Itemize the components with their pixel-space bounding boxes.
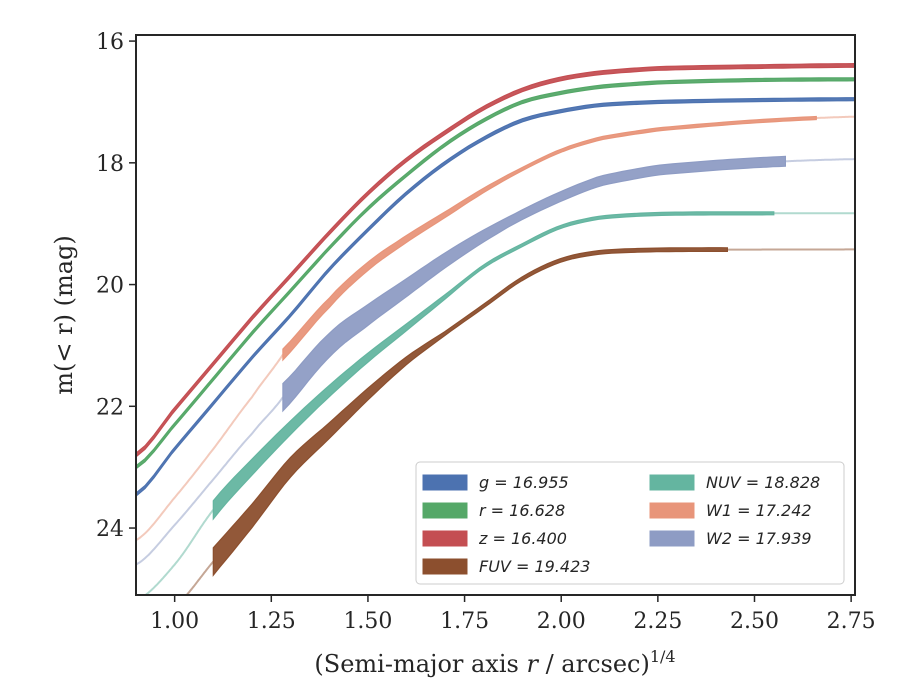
x-tick-label: 1.00 bbox=[150, 609, 199, 634]
x-tick-label: 2.50 bbox=[730, 609, 779, 634]
series-band-5 bbox=[282, 115, 817, 362]
series-faint-line-6 bbox=[136, 396, 284, 566]
legend-label: g = 16.955 bbox=[479, 473, 569, 492]
x-tick-label: 1.75 bbox=[440, 609, 489, 634]
series-band-4 bbox=[212, 211, 775, 521]
series-band-0 bbox=[136, 97, 855, 497]
series-band-2 bbox=[136, 62, 855, 458]
legend-swatch bbox=[422, 530, 468, 547]
x-tick-label: 2.00 bbox=[537, 609, 586, 634]
series-band-3 bbox=[212, 247, 728, 577]
y-axis-label: m(< r) (mag) bbox=[50, 235, 78, 394]
series-faint-tail-5 bbox=[816, 115, 855, 119]
series-0 bbox=[136, 97, 855, 497]
legend-label: r = 16.628 bbox=[479, 501, 565, 520]
series-faint-tail-6 bbox=[785, 158, 855, 163]
x-axis-ticks: 1.00 1.25 1.50 1.75 2.00 2.25 2.50 2.75 bbox=[150, 595, 876, 634]
legend: g = 16.955 r = 16.628 z = 16.400 FUV = 19.4… bbox=[415, 461, 845, 585]
series-faint-line-5 bbox=[136, 354, 284, 542]
legend-swatch bbox=[422, 474, 468, 491]
series-3 bbox=[185, 247, 855, 595]
y-tick-label: 16 bbox=[96, 30, 124, 55]
series-2 bbox=[136, 62, 855, 458]
y-tick-label: 18 bbox=[96, 152, 124, 177]
legend-swatch bbox=[649, 502, 695, 519]
series-5 bbox=[136, 115, 855, 542]
legend-swatch bbox=[649, 474, 695, 491]
x-tick-label: 2.25 bbox=[633, 609, 682, 634]
x-tick-label: 1.25 bbox=[247, 609, 296, 634]
series-band-1 bbox=[136, 77, 855, 470]
x-tick-label: 2.75 bbox=[827, 609, 876, 634]
legend-label: W2 = 17.939 bbox=[706, 529, 812, 548]
x-tick-label: 1.50 bbox=[343, 609, 392, 634]
y-tick-label: 20 bbox=[96, 274, 124, 299]
x-axis-label: (Semi-major axis r / arcsec)1/4 bbox=[314, 647, 675, 678]
legend-label: NUV = 18.828 bbox=[706, 473, 820, 492]
series-1 bbox=[136, 77, 855, 470]
y-axis-ticks: 16 18 20 22 24 bbox=[96, 30, 136, 542]
series-bands bbox=[136, 62, 855, 595]
y-tick-label: 24 bbox=[96, 517, 124, 542]
plot-frame bbox=[135, 34, 856, 596]
legend-swatch bbox=[422, 558, 468, 575]
series-band-6 bbox=[282, 155, 786, 413]
legend-box bbox=[415, 461, 845, 585]
legend-swatch bbox=[649, 530, 695, 547]
series-6 bbox=[136, 155, 855, 566]
legend-swatch bbox=[422, 502, 468, 519]
legend-label: z = 16.400 bbox=[478, 529, 567, 548]
y-tick-label: 22 bbox=[96, 395, 124, 420]
series-faint-line-3 bbox=[185, 560, 215, 595]
series-4 bbox=[143, 211, 855, 595]
legend-label: W1 = 17.242 bbox=[706, 501, 812, 520]
series-faint-line-4 bbox=[143, 509, 215, 595]
legend-label: FUV = 19.423 bbox=[479, 557, 590, 576]
